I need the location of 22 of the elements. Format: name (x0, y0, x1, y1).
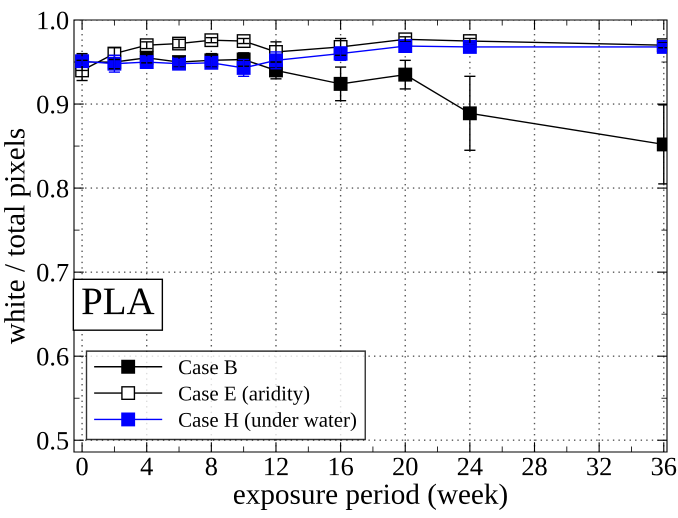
x-axis-title: exposure period (week) (234, 484, 507, 510)
y-axis-title: white / total pixels (4, 128, 31, 344)
x-tick-label: 20 (393, 458, 418, 476)
y-tick-label: 1.0 (38, 12, 68, 30)
y-tick-label: 0.9 (37, 96, 68, 114)
x-tick-label: 4 (140, 458, 153, 476)
x-tick-label: 32 (587, 458, 611, 476)
y-tick-label: 0.6 (37, 348, 68, 366)
x-tick-label: 12 (265, 458, 288, 476)
x-tick-label: 16 (330, 458, 354, 476)
legend-label: Case B (179, 360, 237, 374)
x-tick-label: 36 (652, 458, 676, 476)
annotation: PLA (82, 288, 154, 314)
y-tick-label: 0.8 (37, 180, 68, 198)
legend-label: Case E (aridity) (179, 386, 310, 405)
x-tick-label: 0 (76, 458, 88, 476)
y-tick-label: 0.5 (37, 432, 68, 450)
x-tick-label: 8 (206, 458, 217, 476)
y-tick-label: 0.7 (37, 264, 68, 282)
x-tick-label: 28 (522, 458, 547, 476)
x-tick-label: 24 (458, 458, 483, 476)
legend-label: Case H (under water) (179, 412, 356, 432)
